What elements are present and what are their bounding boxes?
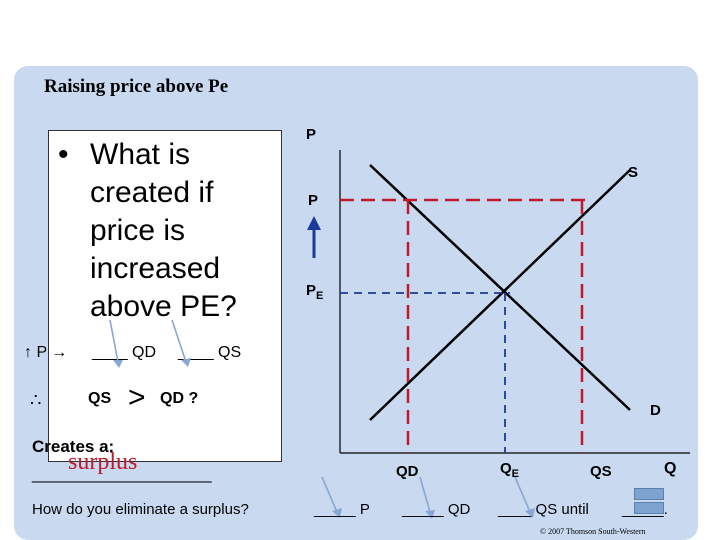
qs-blank: ____ QS [178,344,242,361]
greater-than-symbol: > [128,381,146,414]
demand-curve [369,164,631,411]
qe-label: QE [500,460,520,480]
price-blank: _____ P [314,501,370,518]
supply-label: S [628,164,639,181]
qs-label: QS [88,390,112,407]
answer-blank: ___________________ [32,464,212,483]
p-axis-label: P [306,126,317,143]
qs-until-blank: ____ QS until [498,501,589,518]
raised-price-label: P [308,192,319,209]
qs-graph-label: QS [590,463,612,480]
question-text: • What is created if price is increased … [58,136,280,326]
question-body: What is created if price is increased ab… [90,138,237,323]
copyright: © 2007 Thomson South-Western [540,527,646,536]
qd-label: QD [396,463,419,480]
supply-curve [369,169,631,421]
qd-blank: ____ QD [92,344,157,361]
q-axis-label: Q [664,460,677,477]
surplus-answer: surplus [68,449,138,475]
nav-button-icon[interactable] [634,502,664,514]
pointer-arrow-icon [419,476,431,513]
therefore-symbol: ∴ [30,390,42,410]
qd-question: QD ? [160,390,199,407]
pe-label: PE [306,282,324,302]
pointer-arrow-icon [321,476,338,513]
qd-bottom-blank: _____ QD [402,501,471,518]
pointer-arrow-icon [514,476,531,513]
price-up-arrowhead-icon [307,216,321,230]
nav-button-icon[interactable] [634,488,664,500]
pointer-arrow-icon [109,319,119,363]
slide-title: Raising price above Pe [44,76,229,97]
question-box [48,130,282,462]
bullet-icon: • [58,138,69,171]
creates-label: Creates a: [32,437,115,456]
pointer-arrow-icon [171,319,187,363]
demand-label: D [650,402,661,419]
eliminate-question: How do you eliminate a surplus? [32,501,249,518]
price-up-arrow-text: ↑ P → [24,344,68,361]
